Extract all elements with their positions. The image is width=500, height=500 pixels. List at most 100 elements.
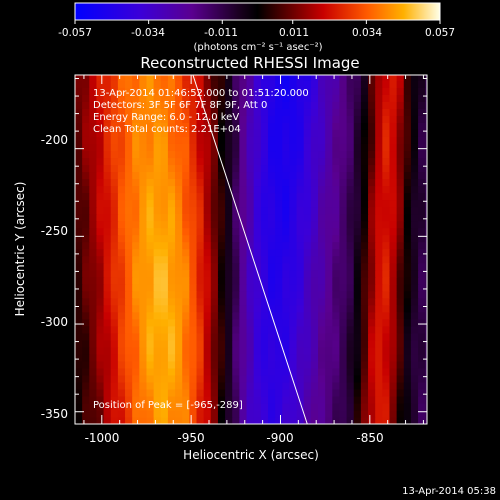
heatmap-cell bbox=[425, 262, 427, 271]
heatmap-cell bbox=[82, 269, 90, 278]
heatmap-cell bbox=[418, 136, 426, 144]
heatmap-cell bbox=[275, 367, 283, 376]
heatmap-cell bbox=[103, 255, 112, 264]
heatmap-cell bbox=[82, 290, 90, 299]
heatmap-cell bbox=[153, 192, 162, 201]
heatmap-cell bbox=[382, 283, 391, 292]
heatmap-cell bbox=[246, 213, 255, 222]
heatmap-cell bbox=[275, 346, 283, 355]
heatmap-cell bbox=[410, 129, 419, 137]
heatmap-cell bbox=[189, 87, 198, 95]
heatmap-cell bbox=[246, 185, 255, 194]
heatmap-cell bbox=[303, 276, 312, 285]
heatmap-cell bbox=[368, 206, 376, 215]
heatmap-cell bbox=[318, 143, 326, 152]
heatmap-cell bbox=[146, 129, 155, 137]
heatmap-cell bbox=[75, 199, 83, 208]
heatmap-cell bbox=[125, 241, 133, 250]
heatmap-cell bbox=[267, 122, 276, 130]
heatmap-cell bbox=[217, 325, 226, 334]
heatmap-cell bbox=[382, 80, 391, 88]
heatmap-cell bbox=[318, 171, 326, 180]
heatmap-cell bbox=[425, 185, 427, 194]
heatmap-cell bbox=[346, 227, 355, 236]
heatmap-cell bbox=[125, 227, 133, 236]
heatmap-cell bbox=[217, 157, 226, 166]
heatmap-cell bbox=[410, 248, 419, 257]
heatmap-cell bbox=[325, 269, 333, 278]
heatmap-cell bbox=[96, 318, 105, 327]
heatmap-cell bbox=[360, 178, 369, 187]
heatmap-cell bbox=[339, 374, 348, 383]
heatmap-cell bbox=[89, 360, 98, 369]
heatmap-cell bbox=[153, 304, 162, 313]
heatmap-cell bbox=[89, 290, 98, 299]
x-tick-label-0: -1000 bbox=[85, 431, 120, 445]
heatmap-cell bbox=[153, 220, 162, 229]
heatmap-cell bbox=[275, 339, 283, 348]
heatmap-cell bbox=[410, 402, 419, 411]
heatmap-cell bbox=[146, 297, 155, 306]
heatmap-cell bbox=[410, 325, 419, 334]
heatmap-cell bbox=[217, 94, 226, 102]
heatmap-cell bbox=[132, 360, 140, 369]
heatmap-cell bbox=[346, 304, 355, 313]
chart-title: Reconstructed RHESSI Image bbox=[140, 54, 359, 72]
heatmap-cell bbox=[418, 262, 426, 271]
heatmap-cell bbox=[189, 178, 198, 187]
heatmap-cell bbox=[167, 150, 176, 159]
heatmap-cell bbox=[339, 402, 348, 411]
heatmap-cell bbox=[246, 304, 255, 313]
heatmap-cell bbox=[167, 318, 176, 327]
heatmap-cell bbox=[175, 94, 183, 102]
heatmap-cell bbox=[103, 381, 112, 390]
heatmap-cell bbox=[282, 75, 291, 81]
heatmap-cell bbox=[160, 360, 169, 369]
heatmap-cell bbox=[146, 367, 155, 376]
heatmap-cell bbox=[296, 297, 305, 306]
heatmap-cell bbox=[410, 80, 419, 88]
heatmap-cell bbox=[325, 346, 333, 355]
peak-position-label: Position of Peak = [-965,-289] bbox=[93, 400, 243, 411]
heatmap-cell bbox=[346, 353, 355, 362]
heatmap-cell bbox=[339, 416, 348, 424]
heatmap-cell bbox=[110, 388, 119, 397]
heatmap-cell bbox=[232, 409, 240, 418]
heatmap-cell bbox=[253, 248, 262, 257]
heatmap-cell bbox=[425, 220, 427, 229]
heatmap-cell bbox=[239, 213, 248, 222]
heatmap-cell bbox=[203, 269, 212, 278]
heatmap-cell bbox=[267, 360, 276, 369]
heatmap-cell bbox=[396, 171, 405, 180]
heatmap-cell bbox=[260, 108, 269, 116]
heatmap-cell bbox=[368, 332, 376, 341]
heatmap-cell bbox=[75, 290, 83, 299]
heatmap-cell bbox=[75, 122, 83, 130]
heatmap-cell bbox=[410, 171, 419, 180]
heatmap-cell bbox=[217, 136, 226, 144]
heatmap-cell bbox=[346, 150, 355, 159]
heatmap-cell bbox=[410, 115, 419, 123]
heatmap-cell bbox=[153, 388, 162, 397]
heatmap-cell bbox=[82, 192, 90, 201]
heatmap-cell bbox=[275, 395, 283, 404]
heatmap-cell bbox=[267, 143, 276, 152]
heatmap-cell bbox=[139, 409, 148, 418]
heatmap-cell bbox=[182, 276, 190, 285]
heatmap-cell bbox=[253, 101, 262, 109]
heatmap-cell bbox=[175, 395, 183, 404]
heatmap-cell bbox=[153, 402, 162, 411]
heatmap-cell bbox=[175, 346, 183, 355]
heatmap-cell bbox=[360, 402, 369, 411]
heatmap-cell bbox=[282, 276, 291, 285]
heatmap-cell bbox=[418, 75, 426, 81]
heatmap-cell bbox=[346, 234, 355, 243]
heatmap-cell bbox=[275, 374, 283, 383]
heatmap-cell bbox=[253, 108, 262, 116]
heatmap-cell bbox=[89, 206, 98, 215]
heatmap-cell bbox=[289, 325, 298, 334]
heatmap-cell bbox=[382, 248, 391, 257]
heatmap-cell bbox=[167, 381, 176, 390]
heatmap-cell bbox=[382, 416, 391, 424]
heatmap-cell bbox=[346, 171, 355, 180]
